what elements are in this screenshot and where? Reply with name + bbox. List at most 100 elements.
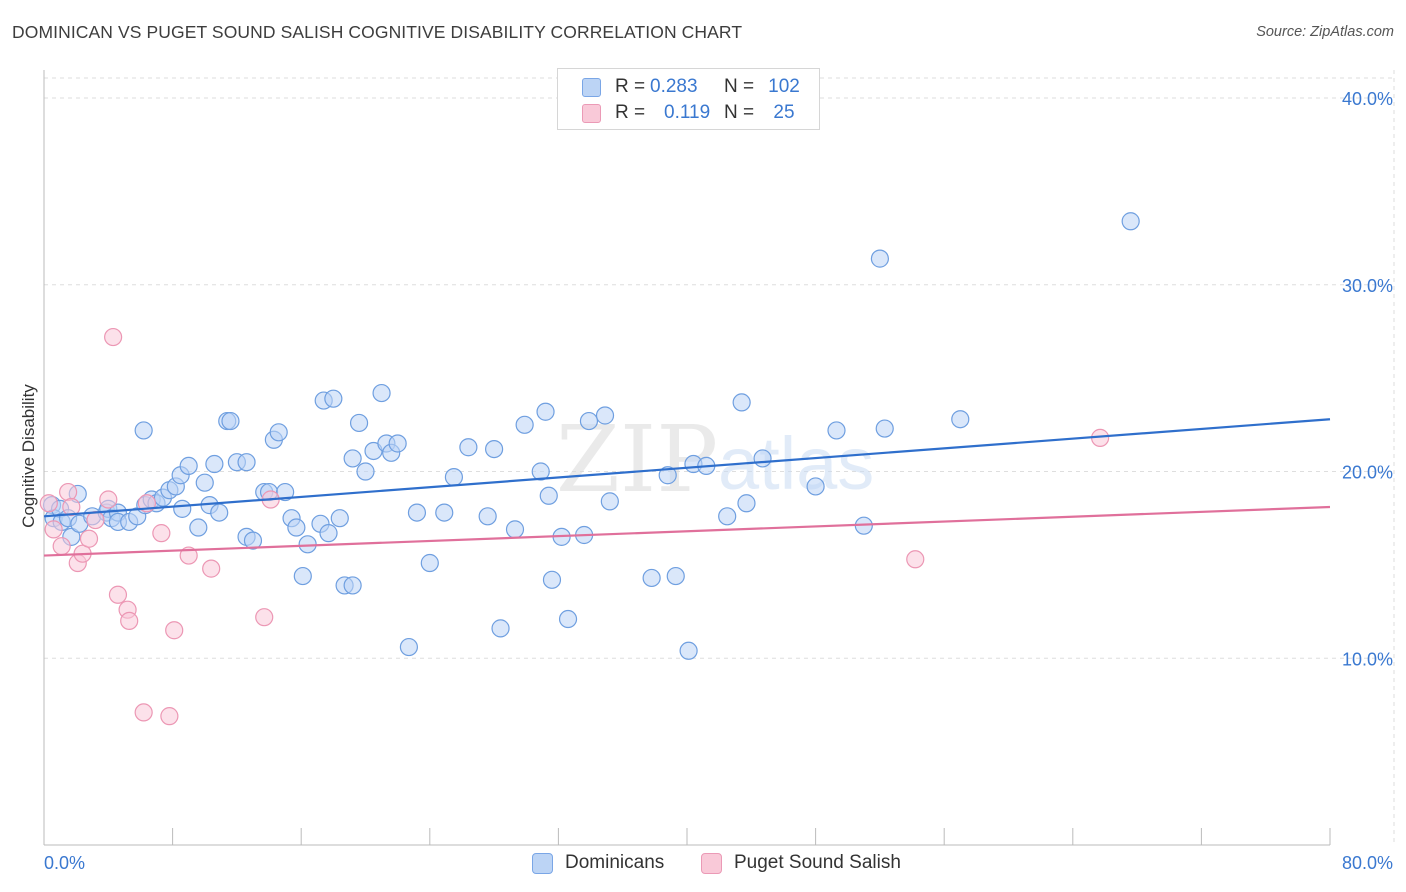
- chart-title: DOMINICAN VS PUGET SOUND SALISH COGNITIV…: [12, 22, 743, 42]
- dominicans-point: [595, 406, 615, 425]
- dominicans-point: [319, 524, 338, 543]
- dominicans-point: [349, 413, 369, 433]
- r-label: R =: [615, 76, 646, 97]
- dominicans-point: [444, 468, 464, 487]
- dominicans-trend-line: [43, 418, 1331, 518]
- dominicans-point: [539, 486, 558, 505]
- dominicans-point: [293, 566, 312, 586]
- dominicans-point: [718, 507, 737, 526]
- puget-sound-salish-swatch: [582, 104, 601, 123]
- dominicans-point: [753, 449, 772, 468]
- r-value: 0.283: [650, 76, 698, 97]
- r-value: 0.119: [664, 102, 711, 123]
- puget-sound-salish-point: [108, 585, 128, 604]
- data-points: [39, 212, 1140, 726]
- puget-sound-salish-point: [52, 537, 71, 556]
- y-axis-label: Cognitive Disability: [19, 384, 38, 528]
- dominicans-point: [343, 449, 362, 468]
- puget-sound-salish-point: [906, 550, 925, 569]
- dominicans-point: [642, 568, 661, 588]
- dominicans-point: [827, 421, 846, 440]
- puget-sound-salish-point: [134, 703, 153, 722]
- dominicans-point: [276, 482, 295, 502]
- dominicans-point: [330, 509, 349, 528]
- y-tick-label: 10.0%: [1342, 649, 1393, 669]
- puget-sound-salish-point: [59, 482, 78, 502]
- dominicans-point: [134, 421, 153, 440]
- dominicans-point: [388, 434, 407, 453]
- y-tick-label: 20.0%: [1342, 463, 1393, 483]
- dominicans-point: [542, 570, 562, 589]
- dominicans-point: [485, 439, 504, 459]
- dominicans-point: [732, 393, 751, 412]
- dominicans-point: [531, 462, 550, 481]
- y-tick-label: 40.0%: [1342, 89, 1393, 109]
- x-tick-labels: 0.0% 80.0%: [44, 853, 1393, 873]
- puget-sound-salish-point: [165, 621, 184, 640]
- legend-label: Puget Sound Salish: [734, 852, 901, 873]
- dominicans-point: [210, 503, 229, 522]
- dominicans-point: [491, 619, 510, 638]
- puget-sound-salish-point: [120, 611, 139, 631]
- r-label: R =: [615, 102, 646, 123]
- dominicans-point: [205, 454, 224, 474]
- dominicans-point: [951, 410, 970, 429]
- dominicans-point: [407, 503, 427, 522]
- puget-sound-salish-point: [44, 520, 63, 539]
- dominicans-point: [399, 637, 419, 657]
- dominicans-point: [478, 507, 497, 526]
- dominicans-point: [666, 566, 685, 586]
- puget-sound-salish-point: [99, 490, 118, 509]
- dominicans-point: [173, 499, 192, 518]
- dominicans-point: [243, 531, 263, 550]
- x-tick-label: 80.0%: [1342, 853, 1393, 873]
- dominicans-point: [459, 438, 478, 457]
- dominicans-point: [221, 411, 240, 431]
- puget-sound-salish-trend-line: [43, 505, 1331, 557]
- dominicans-point: [324, 389, 343, 408]
- legend-label: Dominicans: [565, 852, 665, 873]
- dominicans-point: [287, 518, 306, 537]
- x-tick-label: 0.0%: [44, 853, 85, 873]
- n-value: 25: [773, 102, 795, 123]
- puget-sound-salish-point: [160, 707, 179, 726]
- puget-sound-salish-point: [104, 327, 123, 347]
- dominicans-point: [679, 641, 698, 660]
- dominicans-point: [237, 453, 256, 472]
- dominicans-point: [420, 553, 439, 573]
- dominicans-point: [343, 576, 362, 595]
- puget-sound-salish-point: [152, 524, 171, 543]
- puget-sound-salish-point: [202, 559, 221, 578]
- puget-sound-salish-point: [39, 494, 58, 513]
- puget-sound-salish-point: [255, 608, 274, 627]
- puget-sound-salish-point: [86, 510, 105, 530]
- dominicans-point: [600, 492, 619, 511]
- dominicans-point: [558, 609, 578, 629]
- trend-lines: [43, 418, 1331, 557]
- dominicans-swatch: [532, 853, 553, 874]
- axes: [43, 70, 1331, 846]
- dominicans-point: [806, 477, 825, 496]
- n-label: N =: [724, 102, 755, 123]
- dominicans-point: [195, 473, 214, 492]
- dominicans-point: [870, 249, 890, 268]
- dominicans-point: [505, 520, 525, 539]
- dominicans-point: [737, 494, 756, 513]
- dominicans-point: [356, 462, 375, 481]
- puget-sound-salish-point: [79, 529, 99, 548]
- dominicans-swatch: [582, 78, 601, 97]
- n-value: 102: [768, 76, 800, 97]
- y-tick-label: 30.0%: [1342, 276, 1393, 296]
- dominicans-point: [435, 503, 454, 522]
- dominicans-point: [658, 466, 677, 485]
- puget-sound-salish-swatch: [701, 853, 722, 874]
- dominicans-point: [1121, 212, 1140, 231]
- dominicans-point: [179, 456, 198, 476]
- stats-legend: R = 0.283 N = 102 R = 0.119 N = 25: [557, 68, 820, 130]
- dominicans-point: [536, 402, 555, 421]
- dominicans-point: [189, 518, 208, 537]
- y-tick-labels: 10.0% 20.0% 30.0% 40.0%: [1342, 89, 1393, 669]
- dominicans-point: [515, 415, 534, 434]
- dominicans-point: [269, 423, 288, 442]
